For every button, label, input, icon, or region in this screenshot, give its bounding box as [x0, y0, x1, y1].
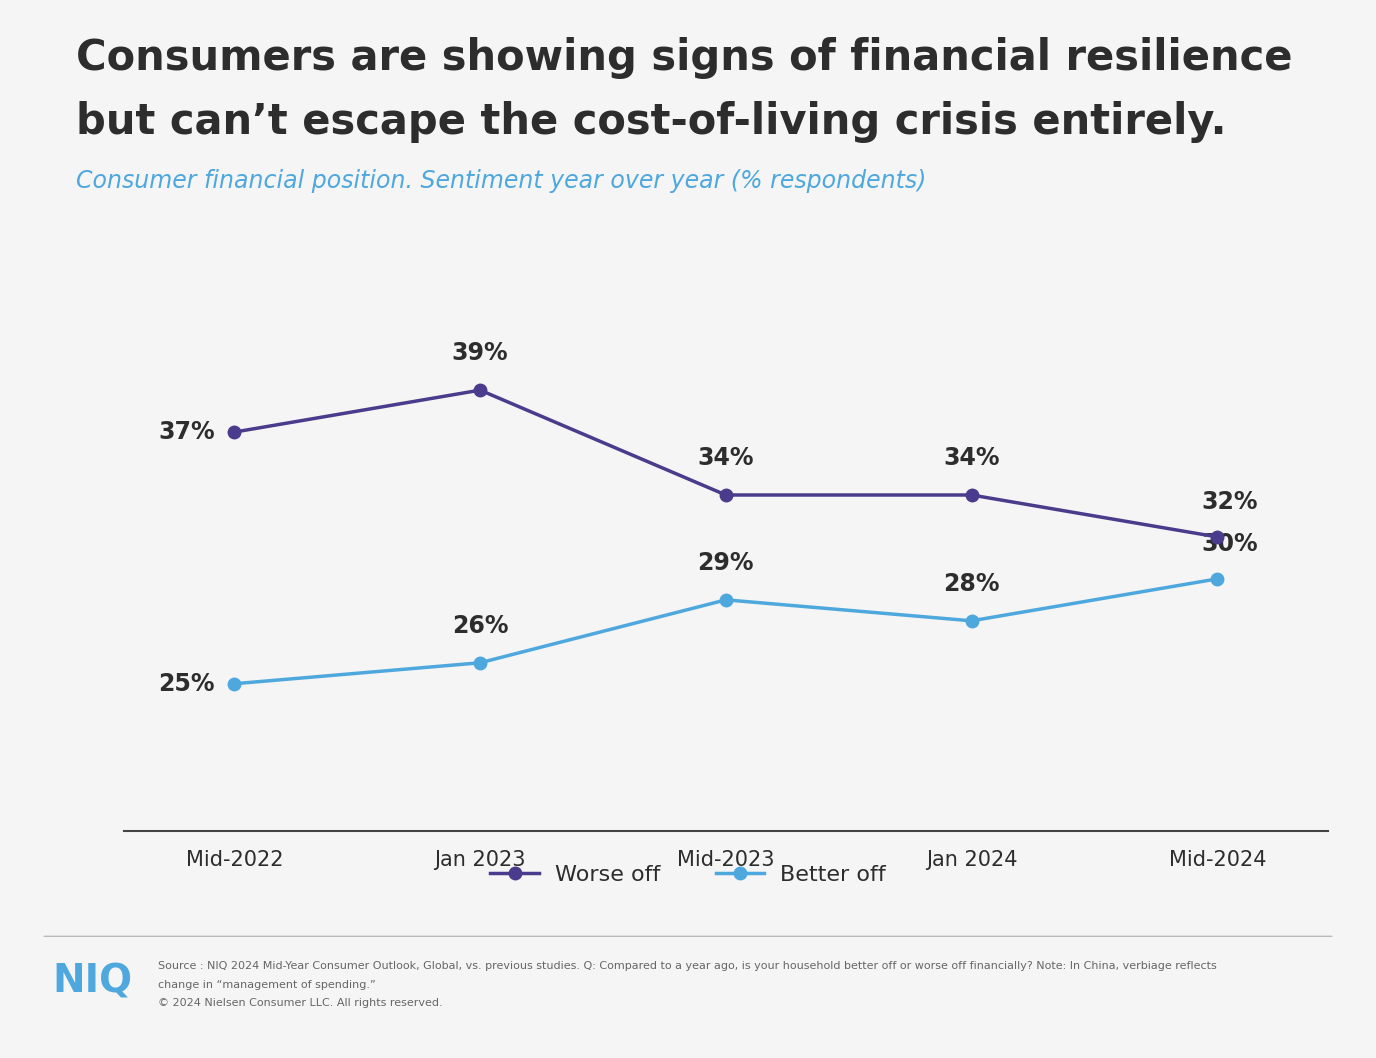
Text: 34%: 34%: [944, 445, 1000, 470]
Text: 25%: 25%: [158, 672, 215, 696]
Text: 37%: 37%: [158, 420, 215, 444]
Text: Consumer financial position. Sentiment year over year (% respondents): Consumer financial position. Sentiment y…: [76, 169, 926, 194]
Text: 39%: 39%: [451, 341, 509, 365]
Text: 26%: 26%: [451, 614, 508, 638]
Text: 28%: 28%: [944, 571, 1000, 596]
Legend: Worse off, Better off: Worse off, Better off: [482, 856, 894, 893]
Text: Consumers are showing signs of financial resilience: Consumers are showing signs of financial…: [76, 37, 1292, 79]
Text: 30%: 30%: [1201, 532, 1258, 555]
Text: Source : NIQ 2024 Mid-Year Consumer Outlook, Global, vs. previous studies. Q: Co: Source : NIQ 2024 Mid-Year Consumer Outl…: [158, 961, 1216, 970]
Text: change in “management of spending.”: change in “management of spending.”: [158, 980, 376, 989]
Text: 32%: 32%: [1201, 490, 1258, 514]
Text: 34%: 34%: [698, 445, 754, 470]
Text: but can’t escape the cost-of-living crisis entirely.: but can’t escape the cost-of-living cris…: [76, 101, 1226, 143]
Text: 29%: 29%: [698, 550, 754, 574]
Text: © 2024 Nielsen Consumer LLC. All rights reserved.: © 2024 Nielsen Consumer LLC. All rights …: [158, 998, 443, 1007]
Text: NIQ: NIQ: [52, 963, 132, 1001]
